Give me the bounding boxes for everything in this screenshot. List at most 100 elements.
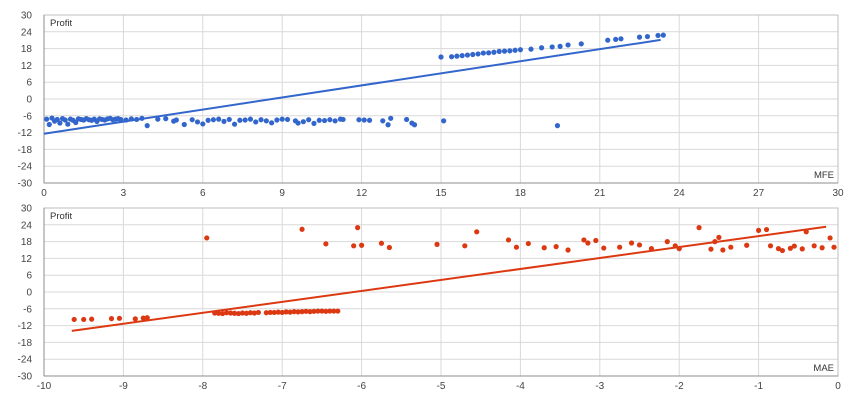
- y-tick-label: 12: [21, 254, 33, 265]
- data-point: [441, 118, 447, 124]
- data-point: [528, 46, 534, 52]
- data-point: [541, 245, 547, 251]
- data-point: [775, 246, 782, 252]
- data-point: [210, 117, 216, 123]
- x-tick-label: 3: [121, 188, 127, 199]
- data-point: [386, 244, 392, 251]
- data-point: [464, 52, 471, 58]
- x-tick-label: -8: [198, 381, 207, 392]
- x-tick-label: -3: [595, 381, 604, 392]
- data-point: [388, 115, 394, 121]
- data-point: [44, 116, 50, 122]
- data-point: [578, 41, 584, 47]
- data-point: [57, 120, 63, 126]
- y-tick-label: 30: [21, 11, 33, 22]
- data-point: [181, 121, 187, 128]
- data-point: [636, 242, 643, 248]
- data-point: [565, 42, 571, 48]
- data-point: [403, 116, 410, 123]
- x-tick-label: -5: [437, 381, 446, 392]
- x-tick-label: -10: [37, 381, 52, 392]
- y-tick-label: -24: [18, 162, 33, 173]
- data-point: [247, 310, 254, 316]
- mfe-chart: -30 -24 -18 -12 -6 0 6 12 18 24 30 0 3 6 9 12 15 18 21 24 27…: [18, 11, 844, 200]
- data-point: [720, 247, 726, 253]
- x-tick-label: -7: [278, 381, 287, 392]
- x-tick-label: -2: [675, 381, 684, 392]
- data-point: [581, 237, 587, 243]
- data-point: [475, 51, 481, 57]
- data-point: [231, 121, 238, 127]
- y-tick-label: 24: [21, 27, 33, 38]
- data-point: [696, 225, 702, 231]
- data-point: [140, 315, 146, 321]
- data-point: [756, 227, 762, 233]
- data-point: [144, 315, 150, 321]
- data-point: [299, 226, 305, 232]
- y-tick-label: 0: [26, 95, 32, 106]
- data-point: [327, 308, 333, 314]
- data-point: [62, 117, 68, 123]
- y-tick-label: -24: [18, 355, 33, 366]
- data-point: [434, 241, 440, 247]
- data-point: [274, 117, 280, 123]
- data-point: [708, 246, 714, 252]
- y-axis-label: Profit: [50, 18, 73, 29]
- data-point: [491, 49, 497, 55]
- y-tick-label: -18: [18, 145, 33, 156]
- data-point: [486, 50, 492, 56]
- data-point: [263, 310, 269, 316]
- data-point: [227, 310, 234, 316]
- trendline: [71, 225, 827, 332]
- data-point: [216, 310, 222, 316]
- y-tick-label: 12: [21, 61, 33, 72]
- data-point: [323, 308, 329, 314]
- data-point: [73, 119, 79, 126]
- data-point: [617, 244, 623, 250]
- data-point: [224, 310, 230, 316]
- data-point: [65, 121, 71, 127]
- data-point: [323, 241, 329, 247]
- data-point: [132, 316, 138, 322]
- data-point: [242, 117, 248, 123]
- data-point: [315, 308, 321, 314]
- data-point: [660, 32, 666, 38]
- data-point: [480, 50, 486, 56]
- data-point: [366, 117, 373, 123]
- x-tick-label: -6: [357, 381, 366, 392]
- data-point: [279, 309, 285, 316]
- data-point: [787, 245, 793, 251]
- data-point: [291, 309, 297, 315]
- data-point: [827, 235, 833, 241]
- data-point: [46, 121, 52, 128]
- data-point: [340, 116, 346, 123]
- x-tick-label: 0: [835, 381, 841, 392]
- data-point: [351, 243, 357, 249]
- data-point: [108, 316, 115, 322]
- data-point: [287, 309, 293, 315]
- data-point: [163, 116, 169, 122]
- data-point: [144, 123, 150, 129]
- data-point: [295, 309, 301, 315]
- data-point: [636, 34, 643, 40]
- x-tick-label: -4: [516, 381, 525, 392]
- data-point: [81, 316, 87, 323]
- data-point: [585, 240, 591, 246]
- x-tick-label: 15: [435, 188, 447, 199]
- data-point: [116, 315, 123, 321]
- x-axis-label: MFE: [814, 170, 834, 181]
- y-tick-label: -6: [23, 304, 32, 315]
- y-tick-label: -30: [18, 372, 33, 383]
- data-point: [538, 45, 545, 51]
- data-point: [271, 309, 277, 316]
- data-point: [553, 244, 559, 250]
- data-point: [557, 43, 563, 49]
- data-point: [54, 116, 60, 123]
- data-point: [275, 309, 281, 315]
- data-point: [319, 308, 325, 314]
- data-point: [251, 310, 258, 316]
- x-tick-label: 18: [515, 188, 527, 199]
- x-tick-label: 24: [674, 188, 686, 199]
